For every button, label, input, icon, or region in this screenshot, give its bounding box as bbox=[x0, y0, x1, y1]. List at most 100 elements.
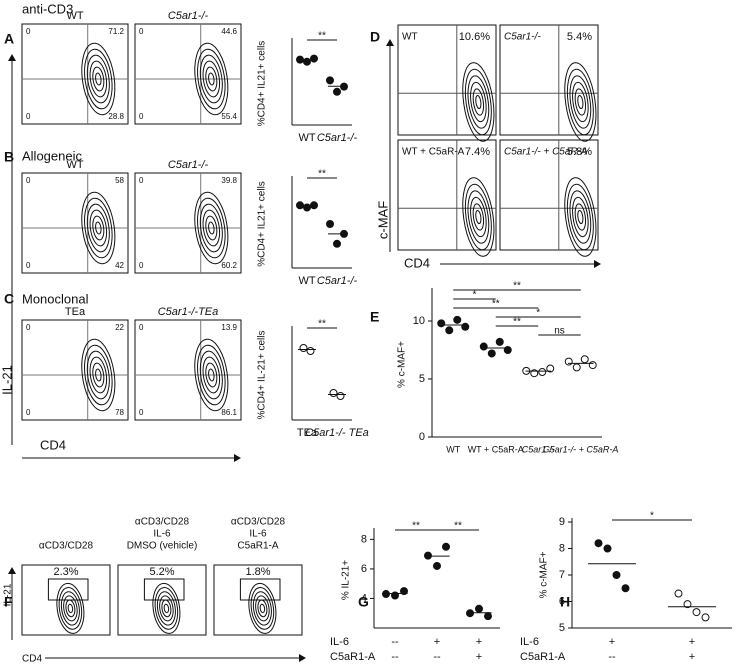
quadrant-value: 0 bbox=[26, 408, 31, 417]
gate bbox=[47, 578, 89, 601]
contour bbox=[84, 197, 113, 259]
contour bbox=[472, 203, 485, 231]
contour bbox=[199, 203, 223, 253]
condition-level: -- bbox=[391, 651, 399, 663]
flow-plot bbox=[117, 564, 207, 636]
quadrant-value: 0 bbox=[139, 27, 144, 36]
dot bbox=[299, 344, 308, 352]
contour bbox=[475, 209, 482, 225]
dot bbox=[674, 589, 683, 598]
contour bbox=[81, 191, 116, 265]
contour bbox=[472, 88, 485, 116]
y-tick-label: 5 bbox=[419, 373, 425, 385]
dot bbox=[546, 364, 555, 373]
condition-level: + bbox=[476, 651, 482, 663]
plot-title: WT bbox=[66, 10, 83, 22]
contour bbox=[86, 54, 110, 104]
significance-label: * bbox=[473, 290, 477, 301]
significance-label: ** bbox=[412, 521, 420, 532]
contour bbox=[574, 203, 587, 231]
axis-label: CD4 bbox=[404, 255, 430, 270]
condition-name: IL-6 bbox=[520, 636, 539, 648]
contour bbox=[464, 183, 492, 251]
contour bbox=[65, 599, 76, 618]
condition-level: -- bbox=[391, 636, 399, 648]
contour bbox=[208, 72, 215, 86]
axis-label: IL-21 bbox=[3, 583, 14, 606]
contour bbox=[202, 60, 221, 98]
quadrant-value: 13.9 bbox=[221, 323, 237, 332]
plot-title: αCD3/CD28 bbox=[135, 517, 190, 528]
contour bbox=[159, 595, 174, 622]
flow-plot bbox=[397, 139, 497, 251]
plot-value: 7.4% bbox=[465, 146, 490, 158]
y-tick-label: 6 bbox=[361, 563, 367, 575]
flow-plot bbox=[21, 564, 111, 636]
contour bbox=[462, 177, 495, 257]
panel-letter: B bbox=[4, 149, 14, 165]
panel-letter: F bbox=[4, 594, 13, 610]
contour bbox=[58, 587, 83, 630]
dot bbox=[538, 368, 547, 377]
quadrant-value: 39.8 bbox=[221, 176, 237, 185]
x-tick-label: C5ar1-/- + C5aR-A bbox=[543, 444, 618, 454]
y-axis-label: % c-MAF+ bbox=[539, 551, 550, 598]
contour bbox=[89, 209, 108, 247]
dot bbox=[333, 239, 341, 248]
significance-label: ** bbox=[513, 317, 521, 328]
quadrant-value: 60.2 bbox=[221, 261, 237, 270]
plot-title: TEa bbox=[65, 306, 86, 318]
contour bbox=[84, 48, 113, 110]
condition-level: -- bbox=[608, 651, 616, 663]
y-axis-label: %CD4+ IL21+ cells bbox=[257, 41, 268, 127]
contour bbox=[56, 582, 85, 634]
x-tick-label: C5ar1-/- bbox=[317, 132, 358, 144]
plot-value: 5.8% bbox=[567, 146, 592, 158]
dot bbox=[603, 544, 612, 553]
contour bbox=[257, 599, 268, 618]
quadrant-value: 55.4 bbox=[221, 112, 237, 121]
contour bbox=[572, 81, 589, 123]
contour bbox=[197, 197, 226, 259]
dot bbox=[495, 337, 504, 346]
contour bbox=[60, 591, 80, 626]
contour bbox=[470, 81, 487, 123]
quadrant-value: 0 bbox=[26, 323, 31, 332]
condition-name: C5aR1-A bbox=[520, 651, 566, 663]
dot bbox=[484, 612, 492, 621]
panel-letter: C bbox=[4, 291, 14, 307]
axis-label: IL-21 bbox=[0, 365, 14, 395]
heading: anti-CD3 bbox=[22, 1, 73, 16]
contour bbox=[89, 60, 108, 98]
gate-value: 5.2% bbox=[149, 566, 174, 578]
dot bbox=[594, 539, 603, 548]
y-tick-label: 7 bbox=[559, 569, 565, 581]
dot bbox=[326, 220, 334, 228]
dot bbox=[701, 613, 710, 622]
contour bbox=[205, 215, 218, 241]
contour bbox=[462, 62, 495, 142]
contour bbox=[86, 350, 110, 400]
contour bbox=[194, 338, 229, 412]
significance-label: ns bbox=[554, 326, 565, 337]
dot bbox=[329, 389, 338, 397]
flow-plot bbox=[499, 139, 599, 251]
plot-title: C5ar1-/- bbox=[168, 10, 209, 22]
x-tick-label: WT bbox=[298, 132, 315, 144]
contour bbox=[464, 68, 492, 136]
contour bbox=[208, 221, 215, 235]
plot-title: IL-6 bbox=[153, 529, 171, 540]
axis-label: CD4 bbox=[22, 654, 42, 665]
x-tick-label: WT + C5aR-A bbox=[468, 444, 524, 454]
contour bbox=[92, 215, 105, 241]
contour bbox=[63, 595, 78, 622]
contour bbox=[470, 196, 487, 238]
plot-title: C5aR1-A bbox=[237, 541, 278, 552]
contour bbox=[194, 191, 229, 265]
quadrant-value: 0 bbox=[139, 176, 144, 185]
dot bbox=[479, 342, 488, 351]
dot bbox=[564, 357, 573, 366]
contour bbox=[202, 209, 221, 247]
quadrant-value: 42 bbox=[115, 261, 124, 270]
condition-name: IL-6 bbox=[330, 636, 349, 648]
